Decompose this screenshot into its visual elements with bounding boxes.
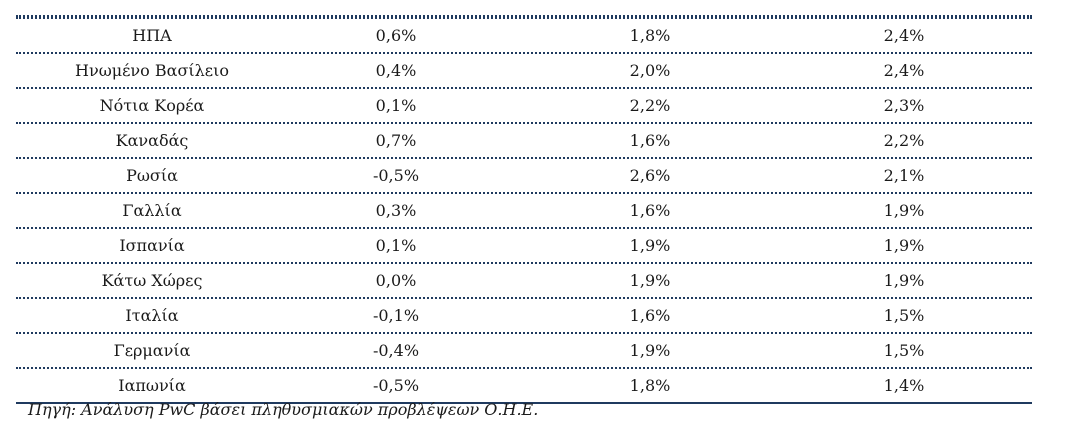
- value-cell: 1,9%: [883, 236, 925, 255]
- table-row: Ηνωμένο Βασίλειο 0,4% 2,0% 2,4%: [16, 52, 1032, 87]
- table-row: Γαλλία 0,3% 1,6% 1,9%: [16, 192, 1032, 227]
- table-row: Ισπανία 0,1% 1,9% 1,9%: [16, 227, 1032, 262]
- value-cell: 2,6%: [629, 166, 671, 185]
- value-cell: -0,5%: [372, 166, 420, 185]
- table-row: Ιαπωνία -0,5% 1,8% 1,4%: [16, 367, 1032, 402]
- data-table: ΗΠΑ 0,6% 1,8% 2,4% Ηνωμένο Βασίλειο 0,4%…: [16, 0, 1032, 404]
- value-cell: 1,9%: [883, 271, 925, 290]
- value-cell: 1,6%: [629, 201, 671, 220]
- value-cell: 1,8%: [629, 376, 671, 395]
- value-cell: 0,7%: [375, 131, 417, 150]
- country-cell: Κάτω Χώρες: [101, 271, 203, 290]
- table-row: Καναδάς 0,7% 1,6% 2,2%: [16, 122, 1032, 157]
- value-cell: 0,0%: [375, 271, 417, 290]
- value-cell: -0,4%: [372, 341, 420, 360]
- value-cell: 2,0%: [629, 61, 671, 80]
- value-cell: 0,3%: [375, 201, 417, 220]
- value-cell: 2,2%: [629, 96, 671, 115]
- source-note: Πηγή: Ανάλυση PwC βάσει πληθυσμιακών προ…: [28, 400, 539, 419]
- country-cell: Ισπανία: [119, 236, 185, 255]
- value-cell: -0,5%: [372, 376, 420, 395]
- table-row: Κάτω Χώρες 0,0% 1,9% 1,9%: [16, 262, 1032, 297]
- value-cell: 1,4%: [883, 376, 925, 395]
- value-cell: -0,1%: [372, 306, 420, 325]
- value-cell: 0,1%: [375, 96, 417, 115]
- value-cell: 2,4%: [883, 26, 925, 45]
- value-cell: 1,9%: [629, 271, 671, 290]
- table-row: Ιταλία -0,1% 1,6% 1,5%: [16, 297, 1032, 332]
- value-cell: 2,1%: [883, 166, 925, 185]
- table-bottom-rule: [16, 402, 1032, 404]
- table-row: Νότια Κορέα 0,1% 2,2% 2,3%: [16, 87, 1032, 122]
- value-cell: 1,6%: [629, 306, 671, 325]
- country-cell: Γερμανία: [113, 341, 191, 360]
- value-cell: 0,6%: [375, 26, 417, 45]
- country-cell: Ρωσία: [126, 166, 178, 185]
- country-cell: Ιταλία: [125, 306, 179, 325]
- value-cell: 2,3%: [883, 96, 925, 115]
- value-cell: 1,5%: [883, 341, 925, 360]
- table-row: Ρωσία -0,5% 2,6% 2,1%: [16, 157, 1032, 192]
- value-cell: 1,9%: [629, 236, 671, 255]
- country-cell: Ιαπωνία: [118, 376, 186, 395]
- country-cell: ΗΠΑ: [132, 26, 172, 45]
- country-cell: Γαλλία: [122, 201, 182, 220]
- value-cell: 0,1%: [375, 236, 417, 255]
- value-cell: 1,6%: [629, 131, 671, 150]
- value-cell: 2,4%: [883, 61, 925, 80]
- value-cell: 1,9%: [629, 341, 671, 360]
- table-row: Γερμανία -0,4% 1,9% 1,5%: [16, 332, 1032, 367]
- value-cell: 0,4%: [375, 61, 417, 80]
- table-top-rule: [16, 0, 1032, 17]
- country-cell: Νότια Κορέα: [99, 96, 205, 115]
- value-cell: 1,5%: [883, 306, 925, 325]
- value-cell: 2,2%: [883, 131, 925, 150]
- country-cell: Ηνωμένο Βασίλειο: [75, 61, 229, 80]
- table-row: ΗΠΑ 0,6% 1,8% 2,4%: [16, 17, 1032, 52]
- country-cell: Καναδάς: [115, 131, 189, 150]
- value-cell: 1,8%: [629, 26, 671, 45]
- value-cell: 1,9%: [883, 201, 925, 220]
